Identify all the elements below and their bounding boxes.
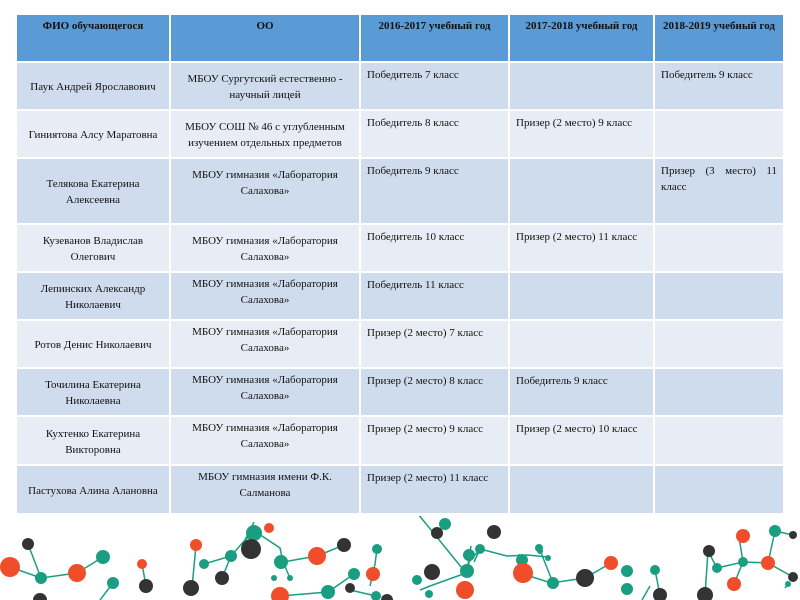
result-2017-2018: [510, 159, 653, 223]
result-2016-2017: Победитель 11 класс: [361, 273, 508, 319]
school-name: МБОУ гимназия «Лаборатория Салахова»: [171, 417, 359, 464]
result-2017-2018: [510, 273, 653, 319]
result-2018-2019: [655, 417, 783, 464]
result-2017-2018: [510, 63, 653, 109]
school-name: МБОУ гимназия имени Ф.К. Салманова: [171, 466, 359, 513]
result-2018-2019: Победитель 9 класс: [655, 63, 783, 109]
result-2018-2019: Призер (3 место) 11 класс: [655, 159, 783, 223]
result-2017-2018: [510, 321, 653, 367]
school-name: МБОУ СОШ № 46 с углубленным изучением от…: [171, 111, 359, 157]
table-row: Пастухова Алина Алановна МБОУ гимназия и…: [17, 466, 783, 513]
result-2017-2018: Победитель 9 класс: [510, 369, 653, 415]
result-2017-2018: Призер (2 место) 11 класс: [510, 225, 653, 271]
molecule-pattern-decoration-icon: [0, 516, 798, 600]
result-2016-2017: Призер (2 место) 8 класс: [361, 369, 508, 415]
table-row: Кухтенко Екатерина Викторовна МБОУ гимна…: [17, 417, 783, 464]
student-name: Ротов Денис Николаевич: [17, 321, 169, 367]
result-2016-2017: Победитель 8 класс: [361, 111, 508, 157]
school-name: МБОУ гимназия «Лаборатория Салахова»: [171, 369, 359, 415]
school-name: МБОУ гимназия «Лаборатория Салахова»: [171, 321, 359, 367]
olympiad-results-table: ФИО обучающегося ОО 2016-2017 учебный го…: [15, 13, 785, 515]
table-row: Точилина Екатерина Николаевна МБОУ гимна…: [17, 369, 783, 415]
student-name: Точилина Екатерина Николаевна: [17, 369, 169, 415]
result-2017-2018: Призер (2 место) 9 класс: [510, 111, 653, 157]
table-row: Телякова Екатерина Алексеевна МБОУ гимна…: [17, 159, 783, 223]
table-row: Лепинских Александр Николаевич МБОУ гимн…: [17, 273, 783, 319]
table-row: Гиниятова Алсу Маратовна МБОУ СОШ № 46 с…: [17, 111, 783, 157]
student-name: Пастухова Алина Алановна: [17, 466, 169, 513]
header-year-2017-2018: 2017-2018 учебный год: [510, 15, 653, 61]
header-year-2016-2017: 2016-2017 учебный год: [361, 15, 508, 61]
table-header-row: ФИО обучающегося ОО 2016-2017 учебный го…: [17, 15, 783, 61]
school-name: МБОУ гимназия «Лаборатория Салахова»: [171, 273, 359, 319]
table-row: Кузеванов Владислав Олегович МБОУ гимназ…: [17, 225, 783, 271]
result-2018-2019: [655, 273, 783, 319]
student-name: Кузеванов Владислав Олегович: [17, 225, 169, 271]
school-name: МБОУ гимназия «Лаборатория Салахова»: [171, 225, 359, 271]
student-name: Паук Андрей Ярославович: [17, 63, 169, 109]
result-2016-2017: Призер (2 место) 11 класс: [361, 466, 508, 513]
student-name: Лепинских Александр Николаевич: [17, 273, 169, 319]
student-name: Телякова Екатерина Алексеевна: [17, 159, 169, 223]
result-2016-2017: Победитель 7 класс: [361, 63, 508, 109]
student-name: Кухтенко Екатерина Викторовна: [17, 417, 169, 464]
result-2016-2017: Победитель 9 класс: [361, 159, 508, 223]
result-2017-2018: Призер (2 место) 10 класс: [510, 417, 653, 464]
result-2018-2019: [655, 466, 783, 513]
result-2016-2017: Призер (2 место) 7 класс: [361, 321, 508, 367]
header-year-2018-2019: 2018-2019 учебный год: [655, 15, 783, 61]
result-2018-2019: [655, 225, 783, 271]
school-name: МБОУ Сургутский естественно - научный ли…: [171, 63, 359, 109]
result-2018-2019: [655, 369, 783, 415]
table-row: Паук Андрей Ярославович МБОУ Сургутский …: [17, 63, 783, 109]
result-2016-2017: Призер (2 место) 9 класс: [361, 417, 508, 464]
header-student-name: ФИО обучающегося: [17, 15, 169, 61]
result-2018-2019: [655, 111, 783, 157]
result-2016-2017: Победитель 10 класс: [361, 225, 508, 271]
table-row: Ротов Денис Николаевич МБОУ гимназия «Ла…: [17, 321, 783, 367]
result-2018-2019: [655, 321, 783, 367]
school-name: МБОУ гимназия «Лаборатория Салахова»: [171, 159, 359, 223]
student-name: Гиниятова Алсу Маратовна: [17, 111, 169, 157]
header-school: ОО: [171, 15, 359, 61]
result-2017-2018: [510, 466, 653, 513]
